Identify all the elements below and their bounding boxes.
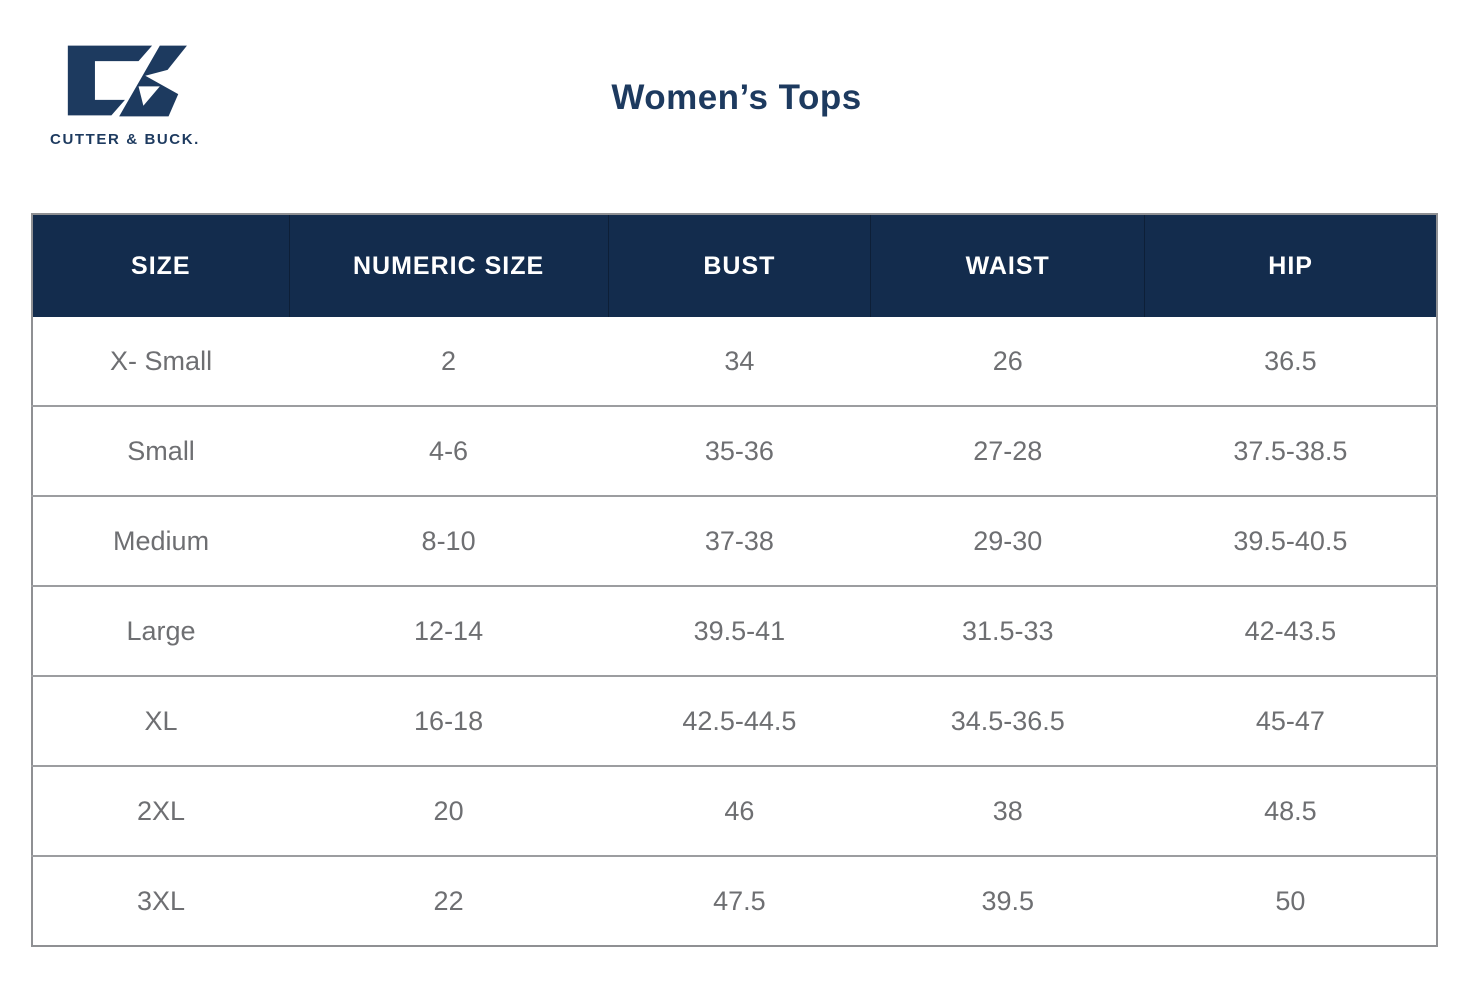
table-row: Medium 8-10 37-38 29-30 39.5-40.5 [32,495,1437,586]
bust-cell: 42.5-44.5 [608,675,871,766]
header-waist: WAIST [870,214,1145,317]
waist-cell: 38 [870,765,1145,856]
waist-cell: 39.5 [870,855,1145,946]
size-chart-table: SIZE NUMERIC SIZE BUST WAIST HIP X- Smal… [31,213,1438,947]
waist-cell: 29-30 [870,495,1145,586]
bust-cell: 39.5-41 [608,585,871,676]
hip-cell: 36.5 [1144,317,1437,406]
table-row: XL 16-18 42.5-44.5 34.5-36.5 45-47 [32,675,1437,766]
numeric-size-cell: 22 [289,855,609,946]
header-bust: BUST [607,214,871,317]
table-row: Small 4-6 35-36 27-28 37.5-38.5 [32,405,1437,496]
numeric-size-cell: 8-10 [289,495,609,586]
size-cell: 2XL [32,765,290,856]
hip-cell: 48.5 [1144,765,1437,856]
bust-cell: 46 [608,765,871,856]
table-row: X- Small 2 34 26 36.5 [32,317,1437,406]
size-cell: Large [32,585,290,676]
numeric-size-cell: 16-18 [289,675,609,766]
header-size: SIZE [32,214,290,317]
numeric-size-cell: 2 [289,317,609,406]
brand-name: CUTTER & BUCK. [50,131,200,148]
table-row: 3XL 22 47.5 39.5 50 [32,855,1437,946]
size-cell: X- Small [32,317,290,406]
size-cell: Small [32,405,290,496]
waist-cell: 31.5-33 [870,585,1145,676]
hip-cell: 45-47 [1144,675,1437,766]
bust-cell: 34 [608,317,871,406]
table-row: Large 12-14 39.5-41 31.5-33 42-43.5 [32,585,1437,676]
bust-cell: 47.5 [608,855,871,946]
hip-cell: 42-43.5 [1144,585,1437,676]
table-row: 2XL 20 46 38 48.5 [32,765,1437,856]
bust-cell: 35-36 [608,405,871,496]
bust-cell: 37-38 [608,495,871,586]
waist-cell: 26 [870,317,1145,406]
cb-monogram-icon [67,45,187,117]
header-hip: HIP [1144,214,1437,317]
size-cell: 3XL [32,855,290,946]
page-header: CUTTER & BUCK. Women’s Tops [0,0,1473,213]
cutter-buck-logo: CUTTER & BUCK. [50,36,200,148]
hip-cell: 37.5-38.5 [1144,405,1437,496]
numeric-size-cell: 12-14 [289,585,609,676]
header-numeric-size: NUMERIC SIZE [288,214,609,317]
size-cell: XL [32,675,290,766]
numeric-size-cell: 4-6 [289,405,609,496]
waist-cell: 34.5-36.5 [870,675,1145,766]
hip-cell: 39.5-40.5 [1144,495,1437,586]
hip-cell: 50 [1144,855,1437,946]
waist-cell: 27-28 [870,405,1145,496]
numeric-size-cell: 20 [289,765,609,856]
table-header-row: SIZE NUMERIC SIZE BUST WAIST HIP [32,214,1437,317]
page-title: Women’s Tops [611,78,862,117]
size-cell: Medium [32,495,290,586]
